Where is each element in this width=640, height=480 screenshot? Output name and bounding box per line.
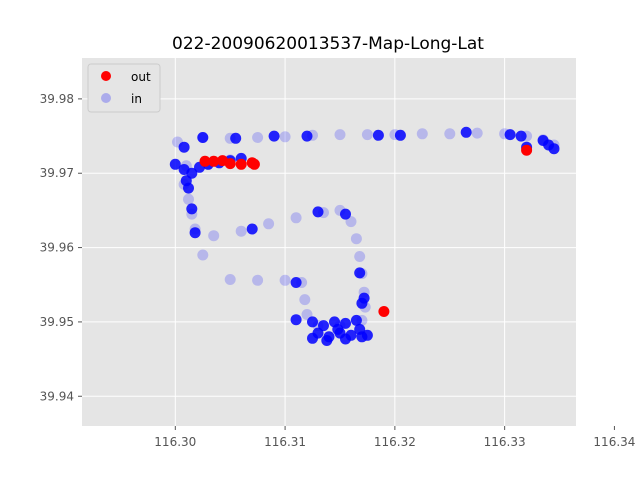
data-point-out	[378, 306, 390, 317]
legend-marker-out	[101, 71, 111, 81]
data-point-in	[350, 233, 362, 245]
data-point-in	[197, 249, 209, 261]
data-point-in	[290, 212, 302, 224]
data-point-out	[521, 144, 533, 156]
data-point-in	[183, 193, 194, 205]
data-point-in	[361, 129, 373, 141]
data-point-in	[515, 130, 527, 142]
data-point-in	[290, 314, 302, 326]
data-point-in	[224, 274, 236, 285]
data-point-out	[248, 158, 260, 170]
data-point-in	[246, 223, 258, 235]
data-point-in	[471, 127, 483, 139]
data-point-in	[394, 129, 406, 141]
data-point-in	[235, 225, 247, 237]
y-tick-label: 39.95	[40, 315, 74, 329]
data-point-in	[340, 333, 351, 345]
data-point-in	[350, 314, 362, 326]
data-point-in	[354, 323, 366, 335]
data-point-out	[199, 155, 211, 167]
x-tick-label: 116.34	[593, 435, 635, 449]
data-point-in	[307, 316, 318, 328]
data-point-in	[263, 218, 275, 230]
data-point-in	[197, 132, 209, 143]
data-point-in	[307, 332, 318, 344]
y-tick-label: 39.96	[40, 241, 74, 255]
legend-label-in: in	[131, 92, 142, 106]
data-point-in	[178, 141, 190, 153]
gridlines	[82, 58, 615, 426]
data-point-in	[460, 126, 472, 138]
data-point-in	[356, 297, 368, 309]
legend-marker-in	[101, 93, 111, 103]
y-tick-label: 39.98	[40, 92, 74, 106]
data-point-in	[548, 143, 560, 155]
data-point-in	[183, 182, 194, 194]
data-point-in	[340, 317, 351, 329]
scatter-points	[169, 126, 560, 346]
chart-title: 022-20090620013537-Map-Long-Lat	[172, 34, 484, 54]
data-point-in	[208, 230, 220, 242]
y-tick-label: 39.97	[40, 166, 74, 180]
data-point-in	[372, 129, 384, 141]
x-tick-label: 116.31	[264, 435, 306, 449]
data-point-in	[504, 129, 516, 141]
data-point-in	[189, 227, 201, 239]
data-point-in	[279, 131, 291, 143]
data-point-in	[361, 329, 373, 341]
data-point-in	[340, 208, 351, 220]
data-point-in	[416, 128, 428, 140]
legend: out in	[87, 63, 161, 113]
data-point-out	[224, 158, 236, 170]
data-point-in	[334, 129, 346, 141]
data-point-in	[354, 251, 366, 262]
data-point-in	[332, 323, 344, 335]
data-point-in	[444, 128, 456, 140]
data-point-in	[279, 274, 291, 286]
data-point-in	[169, 158, 181, 170]
data-point-in	[186, 203, 198, 215]
data-point-out	[235, 158, 247, 170]
data-point-in	[354, 267, 366, 279]
x-tick-label: 116.32	[374, 435, 416, 449]
data-point-in	[301, 130, 313, 142]
x-tick-label: 116.30	[154, 435, 196, 449]
x-axis-ticks: 116.30 116.31 116.32 116.33 116.34	[154, 426, 635, 449]
plot-area	[82, 58, 576, 426]
data-point-out	[208, 155, 220, 167]
data-point-in	[230, 132, 242, 144]
data-point-in	[290, 277, 302, 288]
data-point-in	[321, 335, 333, 346]
data-point-in	[299, 294, 311, 306]
data-point-in	[312, 206, 324, 218]
y-tick-label: 39.94	[40, 389, 74, 403]
x-tick-label: 116.33	[484, 435, 526, 449]
data-point-in	[268, 130, 280, 142]
data-point-in	[252, 274, 264, 286]
data-point-in	[252, 132, 264, 143]
legend-label-out: out	[131, 70, 151, 84]
y-axis-ticks: 39.94 39.95 39.96 39.97 39.98	[40, 92, 82, 403]
